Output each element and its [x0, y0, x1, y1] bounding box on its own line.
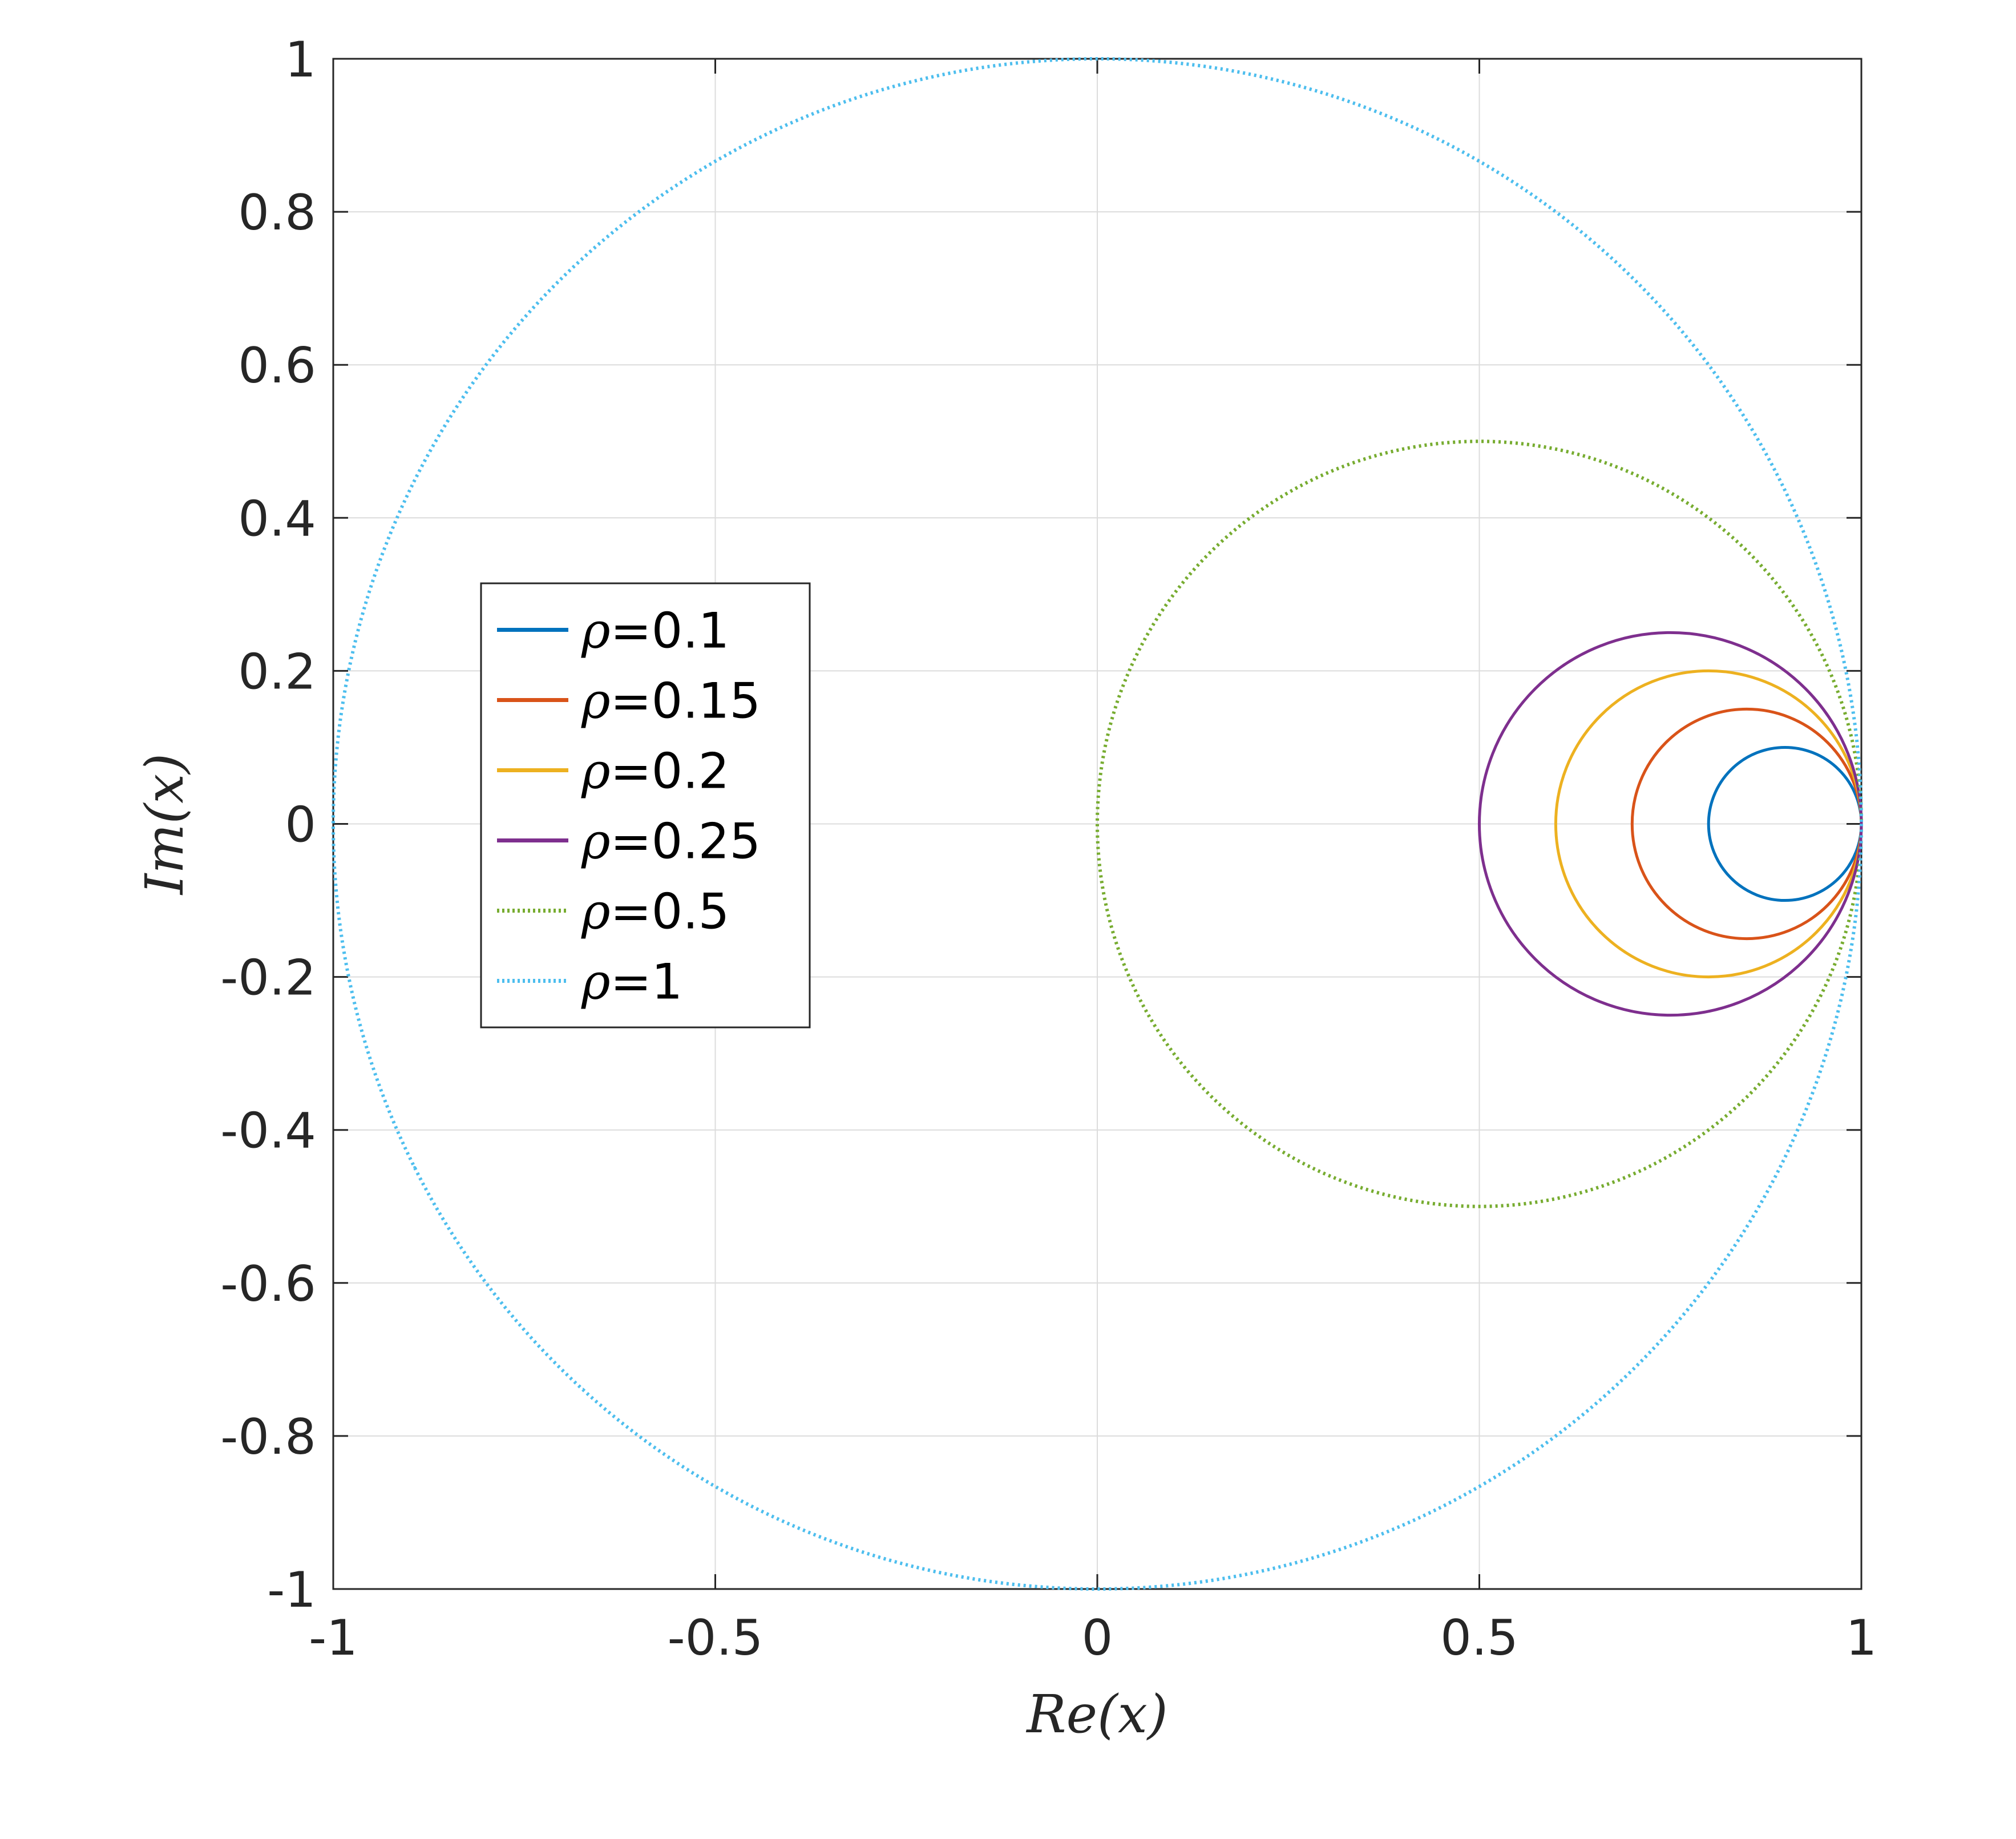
y-tick-label: 1 — [285, 31, 316, 88]
legend: ρ=0.1ρ=0.15ρ=0.2ρ=0.25ρ=0.5ρ=1 — [480, 582, 811, 1029]
y-tick-label: 0 — [285, 797, 316, 854]
series-curve-5 — [332, 57, 1863, 1591]
legend-value: =0.15 — [611, 673, 761, 730]
y-tick-label: 0.4 — [238, 490, 316, 547]
y-axis-label: Im(x) — [134, 753, 195, 896]
legend-entry-3: ρ=0.25 — [581, 813, 761, 870]
legend-value: =0.25 — [611, 813, 761, 870]
x-tick-label: 0 — [1082, 1610, 1113, 1667]
x-tick-label: 1 — [1846, 1610, 1877, 1667]
y-tick-label: 0.6 — [238, 337, 316, 394]
legend-entry-0: ρ=0.1 — [581, 603, 729, 660]
y-tick-label: -0.2 — [220, 950, 316, 1007]
y-tick-label: 0.8 — [238, 184, 316, 241]
x-axis-label: Re(x) — [1025, 1684, 1167, 1745]
x-tick-label: -0.5 — [668, 1610, 763, 1667]
legend-entry-4: ρ=0.5 — [581, 884, 729, 941]
x-tick-label: 0.5 — [1440, 1610, 1518, 1667]
legend-value: =1 — [611, 954, 683, 1011]
legend-value: =0.5 — [611, 884, 730, 941]
legend-entry-5: ρ=1 — [581, 954, 682, 1011]
legend-symbol: ρ — [581, 673, 611, 730]
y-tick-label: -0.8 — [220, 1409, 316, 1466]
legend-value: =0.1 — [611, 603, 730, 660]
legend-value: =0.2 — [611, 743, 730, 800]
ticks: -1 -0.5 0 0.5 1 -1 -0.8 -0.6 -0.4 -0.2 0 0.2 0.4 0.6 0… — [220, 31, 1877, 1667]
y-tick-label: -1 — [267, 1562, 316, 1619]
legend-symbol: ρ — [581, 813, 611, 870]
legend-entry-1: ρ=0.15 — [581, 673, 761, 730]
legend-symbol: ρ — [581, 743, 611, 800]
y-tick-label: -0.6 — [220, 1256, 316, 1313]
legend-symbol: ρ — [581, 954, 611, 1011]
y-tick-label: 0.2 — [238, 643, 316, 700]
series-layer — [332, 57, 1863, 1591]
x-tick-label: -1 — [309, 1610, 358, 1667]
legend-entry-2: ρ=0.2 — [581, 743, 729, 800]
legend-symbol: ρ — [581, 884, 611, 941]
legend-box — [480, 582, 811, 1029]
legend-symbol: ρ — [581, 603, 611, 660]
y-tick-label: -0.4 — [220, 1103, 316, 1160]
